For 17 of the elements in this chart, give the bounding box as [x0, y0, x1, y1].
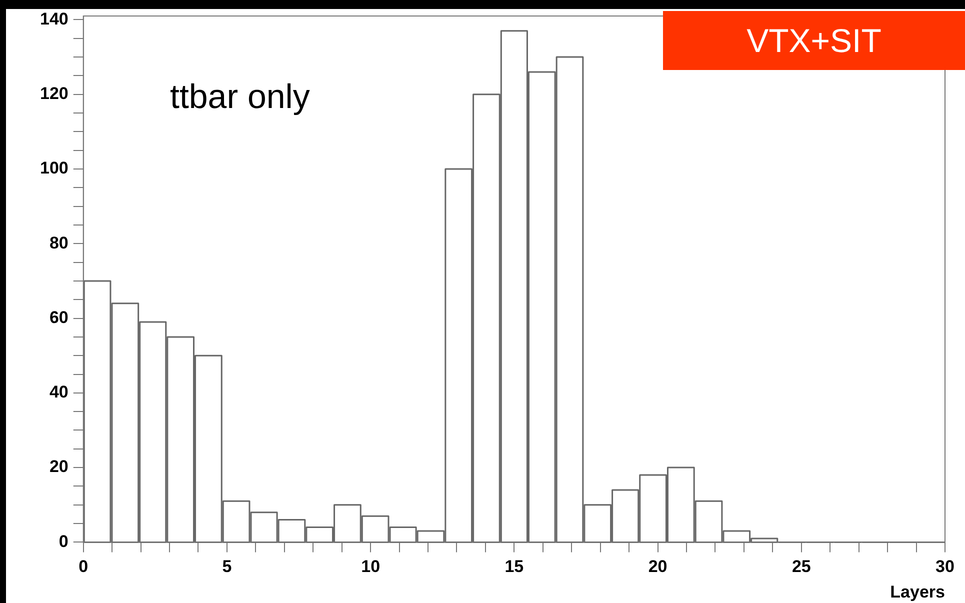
y-tick-label: 40	[49, 382, 68, 402]
y-tick-label: 120	[40, 84, 68, 104]
x-tick-label: 5	[222, 557, 232, 576]
y-tick-label: 140	[40, 9, 68, 28]
x-tick-label: 20	[648, 557, 668, 576]
x-tick-label: 0	[78, 557, 88, 576]
x-tick-label: 10	[361, 557, 380, 576]
y-tick-label: 80	[49, 233, 68, 252]
x-tick-label: 25	[792, 557, 811, 576]
x-tick-label: 30	[936, 557, 954, 576]
x-axis-title: Layers	[890, 582, 945, 602]
y-tick-label: 100	[40, 158, 68, 178]
y-tick-label: 20	[49, 457, 68, 476]
annotation: ttbar only	[170, 78, 310, 117]
x-tick-label: 15	[504, 557, 524, 576]
y-tick-label: 60	[49, 308, 68, 327]
y-tick-label: 0	[58, 532, 68, 551]
